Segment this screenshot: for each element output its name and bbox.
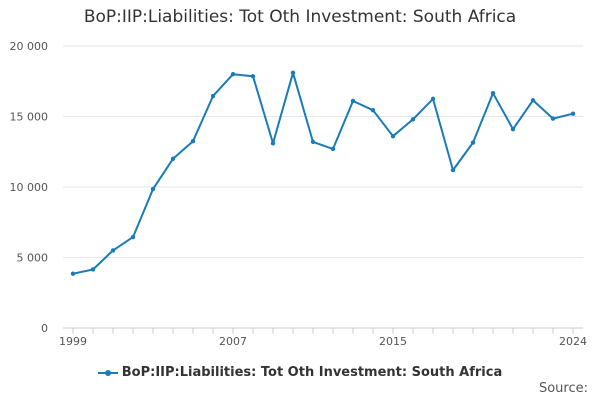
data-point (510, 126, 516, 132)
data-point (230, 72, 236, 77)
data-point (150, 186, 156, 192)
data-point (550, 116, 556, 121)
chart-title: BoP:IIP:Liabilities: Tot Oth Investment:… (83, 7, 517, 27)
data-point (330, 146, 336, 152)
legend[interactable]: BoP:IIP:Liabilities: Tot Oth Investment:… (0, 365, 600, 380)
data-point (310, 139, 316, 145)
y-tick-label: 15 000 (10, 111, 49, 124)
data-point (350, 98, 356, 104)
data-point (470, 140, 476, 145)
data-point (250, 74, 256, 79)
data-point (450, 167, 456, 173)
data-point (170, 156, 176, 161)
data-point (390, 134, 396, 139)
x-tick-label: 2024 (559, 335, 587, 348)
data-point (370, 107, 376, 113)
data-point (570, 111, 576, 116)
x-tick-label: 2007 (219, 335, 247, 348)
data-point (290, 70, 296, 75)
legend-label: BoP:IIP:Liabilities: Tot Oth Investment:… (121, 365, 503, 380)
legend-swatch-icon (97, 369, 118, 376)
x-tick-label: 1999 (59, 335, 87, 348)
data-point (210, 93, 216, 99)
y-tick-label: 5 000 (17, 252, 49, 265)
source-label: Source: (538, 381, 588, 396)
x-tick-label: 2015 (379, 335, 407, 348)
data-point (270, 141, 276, 146)
series-line (72, 71, 574, 275)
data-point (490, 91, 496, 96)
y-tick-label: 20 000 (10, 40, 49, 53)
data-point (190, 138, 196, 144)
data-point (410, 117, 416, 122)
y-tick-label: 0 (41, 322, 48, 335)
data-point (110, 248, 116, 253)
data-point (90, 267, 96, 272)
data-point (530, 98, 536, 103)
y-tick-label: 10 000 (10, 181, 49, 194)
data-point (130, 234, 136, 240)
data-point (70, 271, 76, 276)
data-point (430, 96, 436, 102)
